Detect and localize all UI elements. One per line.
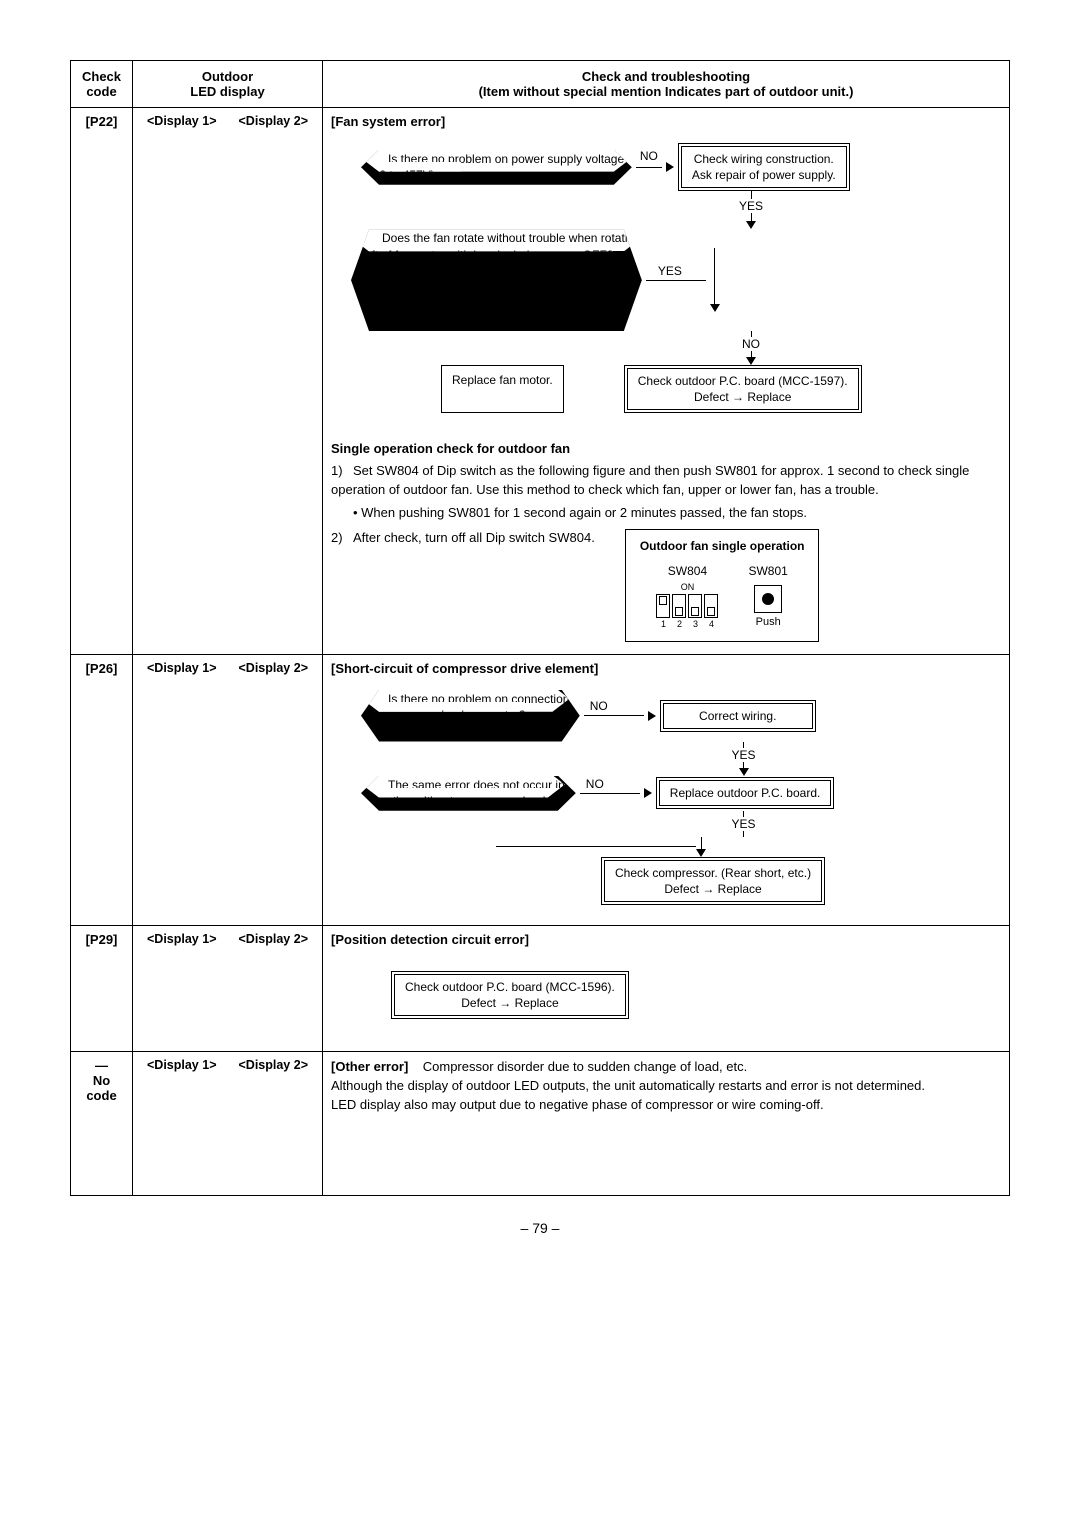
code-p22: [P22] — [71, 108, 133, 655]
p22-q1: Is there no problem on power supply volt… — [361, 150, 632, 185]
led-none: <Display 1> <Display 2> — [133, 1052, 323, 1196]
code-p29: [P29] — [71, 926, 133, 1052]
push-sw801 — [754, 585, 782, 613]
p26-a2: Replace outdoor P.C. board. — [656, 777, 835, 809]
p22-step2: 2)After check, turn off all Dip switch S… — [331, 529, 1001, 642]
trouble-p29: [Position detection circuit error] Check… — [323, 926, 1010, 1052]
troubleshoot-table: Check code Outdoor LED display Check and… — [70, 60, 1010, 1196]
p22-sw-block: Outdoor fan single operation SW804 ON — [625, 529, 820, 642]
p22-step1: 1)Set SW804 of Dip switch as the followi… — [331, 462, 1001, 523]
trouble-p26: [Short-circuit of compressor drive eleme… — [323, 654, 1010, 925]
p22-a1: Check wiring construction. Ask repair of… — [678, 143, 850, 191]
row-p22: [P22] <Display 1> <Display 2> [Fan syste… — [71, 108, 1010, 655]
led-p22: <Display 1> <Display 2> — [133, 108, 323, 655]
p22-check-board: Check outdoor P.C. board (MCC-1597). Def… — [624, 365, 862, 413]
p26-q1: Is there no problem on connection of com… — [361, 690, 580, 742]
code-p26: [P26] — [71, 654, 133, 925]
header-trouble: Check and troubleshooting (Item without … — [323, 61, 1010, 108]
trouble-p22: [Fan system error] Is there no problem o… — [323, 108, 1010, 655]
header-check-code: Check code — [71, 61, 133, 108]
led-p26: <Display 1> <Display 2> — [133, 654, 323, 925]
p29-title: [Position detection circuit error] — [331, 932, 1001, 947]
p22-single-title: Single operation check for outdoor fan — [331, 441, 1001, 456]
p29-a1: Check outdoor P.C. board (MCC-1596). Def… — [391, 971, 629, 1019]
p26-q2: The same error does not occur in operati… — [361, 776, 576, 811]
p26-a1: Correct wiring. — [660, 700, 816, 732]
header-led: Outdoor LED display — [133, 61, 323, 108]
p22-title: [Fan system error] — [331, 114, 1001, 129]
code-none: — No code — [71, 1052, 133, 1196]
led-p29: <Display 1> <Display 2> — [133, 926, 323, 1052]
trouble-none: [Other error] Compressor disorder due to… — [323, 1052, 1010, 1196]
p26-title: [Short-circuit of compressor drive eleme… — [331, 661, 1001, 676]
p26-a3: Check compressor. (Rear short, etc.) Def… — [601, 857, 825, 905]
row-p29: [P29] <Display 1> <Display 2> [Position … — [71, 926, 1010, 1052]
p22-replace-fan: Replace fan motor. — [441, 365, 564, 413]
dip-sw804: ON — [656, 581, 718, 631]
row-nocode: — No code <Display 1> <Display 2> [Other… — [71, 1052, 1010, 1196]
p22-q2: Does the fan rotate without trouble when… — [351, 229, 642, 331]
row-p26: [P26] <Display 1> <Display 2> [Short-cir… — [71, 654, 1010, 925]
page-number: – 79 – — [70, 1220, 1010, 1236]
